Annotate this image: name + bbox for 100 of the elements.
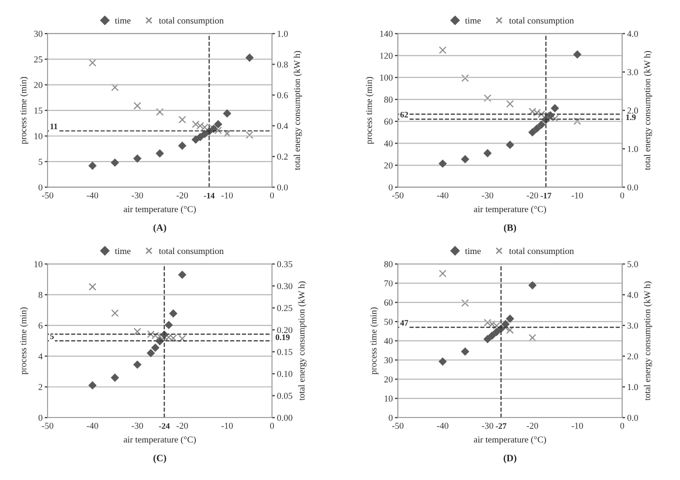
y-tick-label: 15 [34,108,42,114]
text: (B) [504,224,516,233]
x-tick-label: -50 [392,192,404,198]
x-tick-label: -40 [86,192,98,198]
y-tick-label: 8 [38,292,42,298]
y-tick-label: 0 [388,184,393,190]
y-tick-label: 10 [34,261,42,268]
y2-tick-label: 3.0 [627,322,638,329]
y-tick-label: 50 [384,318,393,325]
legend-label: total consumption [509,17,574,26]
y2-tick-label: 1.0 [278,30,288,37]
y-tick-label: 140 [380,30,393,37]
x-axis-title: air temperature (°C) [124,206,196,214]
y2-tick-label: 0.8 [277,61,288,68]
y2-tick-label: 0.4 [277,122,288,130]
y-tick-label: 80 [384,261,393,268]
legend-label: total consumption [158,248,224,256]
ref-line-label: 1.9 [626,114,636,120]
x-tick-label: -50 [42,192,54,198]
y-tick-label: 5 [38,158,42,165]
y-tick-label: 30 [34,30,42,37]
x-tick-label: -20 [526,192,538,198]
y-tick-label: 40 [384,140,393,147]
ref-line-label: 11 [50,124,58,130]
y-tick-label: 10 [384,396,393,402]
y-tick-label: 60 [384,300,393,306]
x-tick-label: -30 [482,192,494,198]
y-tick-label: 10 [34,133,42,140]
y-axis-title: process time (min) [370,307,378,374]
y2-tick-label: 0.15 [277,348,292,356]
x-tick-label: -20 [526,422,538,429]
y2-tick-label: 1.0 [628,384,638,390]
text: (C) [153,454,166,464]
y2-tick-label: 0.6 [277,92,288,98]
x-tick-label: -10 [221,192,233,198]
y-tick-label: 70 [384,280,393,286]
x-tick-label: 0 [620,422,624,429]
x-tick-label: -20 [176,422,188,429]
legend-label: time [465,18,481,24]
legend-label: time [114,248,131,254]
ref-line-label: 47 [400,320,408,326]
y-axis-title: process time (min) [20,76,28,144]
y2-tick-label: 0.2 [277,154,288,160]
y2-tick-label: 0.25 [277,305,292,312]
y-tick-label: 4 [38,353,43,360]
text: (A) [153,224,166,233]
y2-tick-label: 2.0 [627,108,638,114]
y2-tick-label: 0.0 [627,414,638,421]
x-tick-label: -30 [132,422,144,429]
legend-label: total consumption [158,17,224,26]
y-axis-title: process time (min) [366,76,374,144]
y-tick-label: 25 [34,56,42,62]
y2-axis-title: total energy consumption (kW h) [294,51,302,170]
y2-tick-label: 0.10 [277,370,292,377]
y2-tick-label: 4.0 [627,292,638,298]
ref-line-label: 5 [50,334,54,340]
y2-tick-label: 1.0 [628,146,638,152]
y2-tick-label: 0.20 [277,326,292,334]
ref-line-label: -14 [204,192,215,198]
x-tick-label: -10 [221,422,233,429]
y2-axis-title: total energy consumption (kW h) [298,281,306,400]
x-tick-label: -30 [482,422,494,429]
x-tick-label: -20 [176,192,188,198]
y2-tick-label: 0.0 [277,184,288,190]
legend-label: time [114,18,131,24]
ref-line-label: 0.19 [276,334,290,340]
legend-label: time [465,248,481,254]
y-tick-label: 0 [388,414,393,421]
ref-line-label: -24 [159,423,170,429]
y2-tick-label: 0.05 [277,392,292,399]
x-tick-label: -50 [42,422,54,429]
text: (D) [504,454,516,464]
y-tick-label: 100 [380,74,393,81]
y2-tick-label: 0.35 [277,261,292,268]
x-tick-label: -30 [132,192,144,198]
y-tick-label: 40 [384,338,393,344]
x-tick-label: 0 [620,192,624,198]
y-tick-label: 0 [38,184,42,190]
y-tick-label: 0 [38,414,42,421]
y-tick-label: 120 [380,52,393,59]
x-tick-label: 0 [270,192,274,198]
y2-tick-label: 3.0 [627,69,638,76]
x-tick-label: -40 [437,422,448,429]
y2-tick-label: 0.00 [277,414,292,421]
y-tick-label: 60 [384,118,393,125]
y-tick-label: 6 [38,322,42,329]
y-tick-label: 20 [384,162,393,168]
x-tick-label: -40 [437,192,448,198]
ref-line-label: -17 [540,192,552,198]
x-tick-label: -40 [86,422,98,429]
y-tick-label: 2 [38,384,42,390]
y-tick-label: 30 [384,357,393,364]
x-axis-title: air temperature (°C) [474,206,546,214]
x-tick-label: -10 [572,422,583,429]
x-axis-title: air temperature (°C) [124,436,196,444]
y2-tick-label: 4.0 [627,30,638,37]
y2-axis-title: total energy consumption (kW h) [644,51,652,170]
ref-line-label: -27 [496,423,506,429]
x-tick-label: 0 [270,422,274,429]
legend-label: total consumption [509,248,574,256]
